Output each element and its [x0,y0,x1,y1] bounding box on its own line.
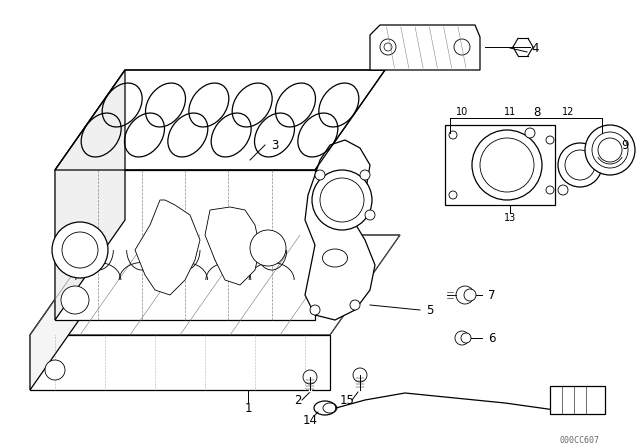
Polygon shape [550,386,605,414]
Circle shape [250,230,286,266]
Text: 7: 7 [488,289,496,302]
Circle shape [312,170,372,230]
Circle shape [592,132,628,168]
Circle shape [449,131,457,139]
Text: 9: 9 [621,138,628,151]
Polygon shape [135,200,200,295]
Circle shape [310,305,320,315]
Polygon shape [30,235,400,335]
Text: 10: 10 [456,107,468,117]
Text: 5: 5 [426,303,434,316]
Polygon shape [30,235,100,390]
Polygon shape [30,335,330,390]
Circle shape [464,289,476,301]
Circle shape [455,331,469,345]
Polygon shape [305,140,375,320]
Text: 2: 2 [294,393,301,406]
Polygon shape [55,70,385,170]
Polygon shape [55,70,125,320]
Circle shape [384,43,392,51]
Circle shape [45,360,65,380]
Circle shape [558,143,602,187]
Text: 8: 8 [533,105,541,119]
Circle shape [365,210,375,220]
Circle shape [546,136,554,144]
Circle shape [454,39,470,55]
Polygon shape [55,170,315,320]
Polygon shape [205,207,260,285]
Circle shape [480,138,534,192]
Circle shape [360,170,370,180]
Text: 6: 6 [488,332,496,345]
Circle shape [525,128,535,138]
Circle shape [598,138,622,162]
Text: 13: 13 [504,213,516,223]
Circle shape [565,150,595,180]
Text: 3: 3 [271,138,278,151]
Circle shape [546,186,554,194]
Text: 000CC607: 000CC607 [560,435,600,444]
Circle shape [456,286,474,304]
Text: 4: 4 [531,42,539,55]
Circle shape [350,300,360,310]
Circle shape [62,232,98,268]
Circle shape [353,368,367,382]
Circle shape [315,170,325,180]
Polygon shape [370,25,480,70]
Circle shape [61,286,89,314]
Circle shape [320,178,364,222]
Circle shape [461,333,471,343]
Text: 1: 1 [244,401,252,414]
Circle shape [472,130,542,200]
Circle shape [52,222,108,278]
Text: 12: 12 [562,107,574,117]
Text: 14: 14 [303,414,317,426]
Circle shape [585,125,635,175]
Circle shape [303,370,317,384]
Polygon shape [445,125,555,205]
Circle shape [380,39,396,55]
Circle shape [449,191,457,199]
Text: 11: 11 [504,107,516,117]
Text: 15: 15 [340,393,355,406]
Circle shape [558,185,568,195]
